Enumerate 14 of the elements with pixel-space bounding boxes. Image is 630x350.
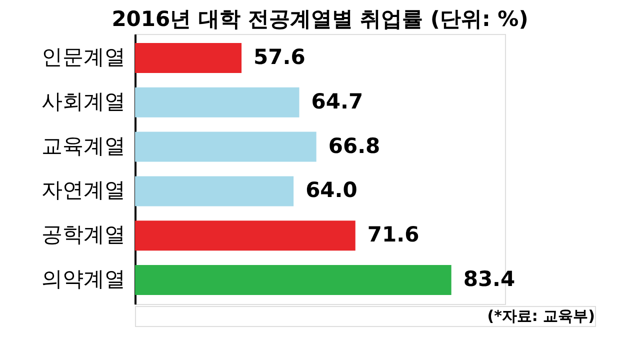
y-tick-label: 의약계열 xyxy=(42,267,126,292)
y-tick-label: 공학계열 xyxy=(42,222,126,247)
y-tick-label: 자연계열 xyxy=(42,178,126,202)
data-label: 64.7 xyxy=(311,89,364,114)
data-label: 71.6 xyxy=(367,222,420,247)
data-label: 83.4 xyxy=(463,267,516,292)
y-tick-label: 인문계열 xyxy=(42,44,126,69)
data-label: 57.6 xyxy=(254,44,306,69)
chart-title: 2016년 대학 전공계열별 취업률 (단위: %) xyxy=(112,7,528,31)
y-tick-label: 교육계열 xyxy=(42,134,126,158)
y-tick-label: 사회계열 xyxy=(42,89,126,114)
text: (*자료: 교육부) xyxy=(487,307,595,325)
data-label: 66.8 xyxy=(328,134,380,158)
data-label: 64.0 xyxy=(306,178,358,202)
